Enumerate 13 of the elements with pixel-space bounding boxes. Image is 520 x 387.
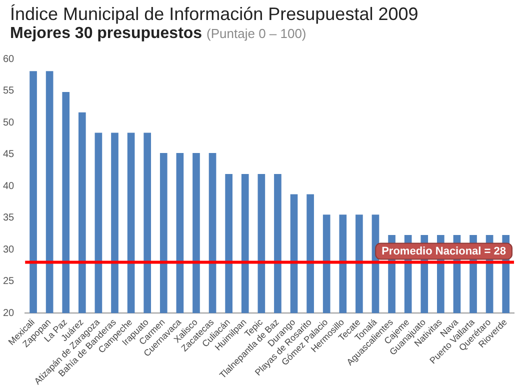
y-tick-label: 25 [3, 276, 15, 288]
y-tick-label: 45 [3, 149, 15, 160]
y-tick-label: 60 [3, 54, 15, 65]
chart-subtitle: Mejores 30 presupuestos [10, 25, 202, 42]
chart-title: Índice Municipal de Información Presupuestal 2009 [10, 4, 420, 25]
y-tick-label: 30 [3, 244, 15, 256]
y-tick-label: 40 [3, 180, 15, 192]
text: (Puntaje 0 – 100) [206, 26, 306, 41]
y-tick-label: 35 [3, 212, 15, 224]
y-tick-label: 55 [3, 86, 15, 97]
y-tick-label: 50 [3, 117, 15, 128]
ref-line-label: Promedio Nacional = 28 [382, 245, 506, 258]
y-tick-label: 20 [3, 308, 15, 319]
